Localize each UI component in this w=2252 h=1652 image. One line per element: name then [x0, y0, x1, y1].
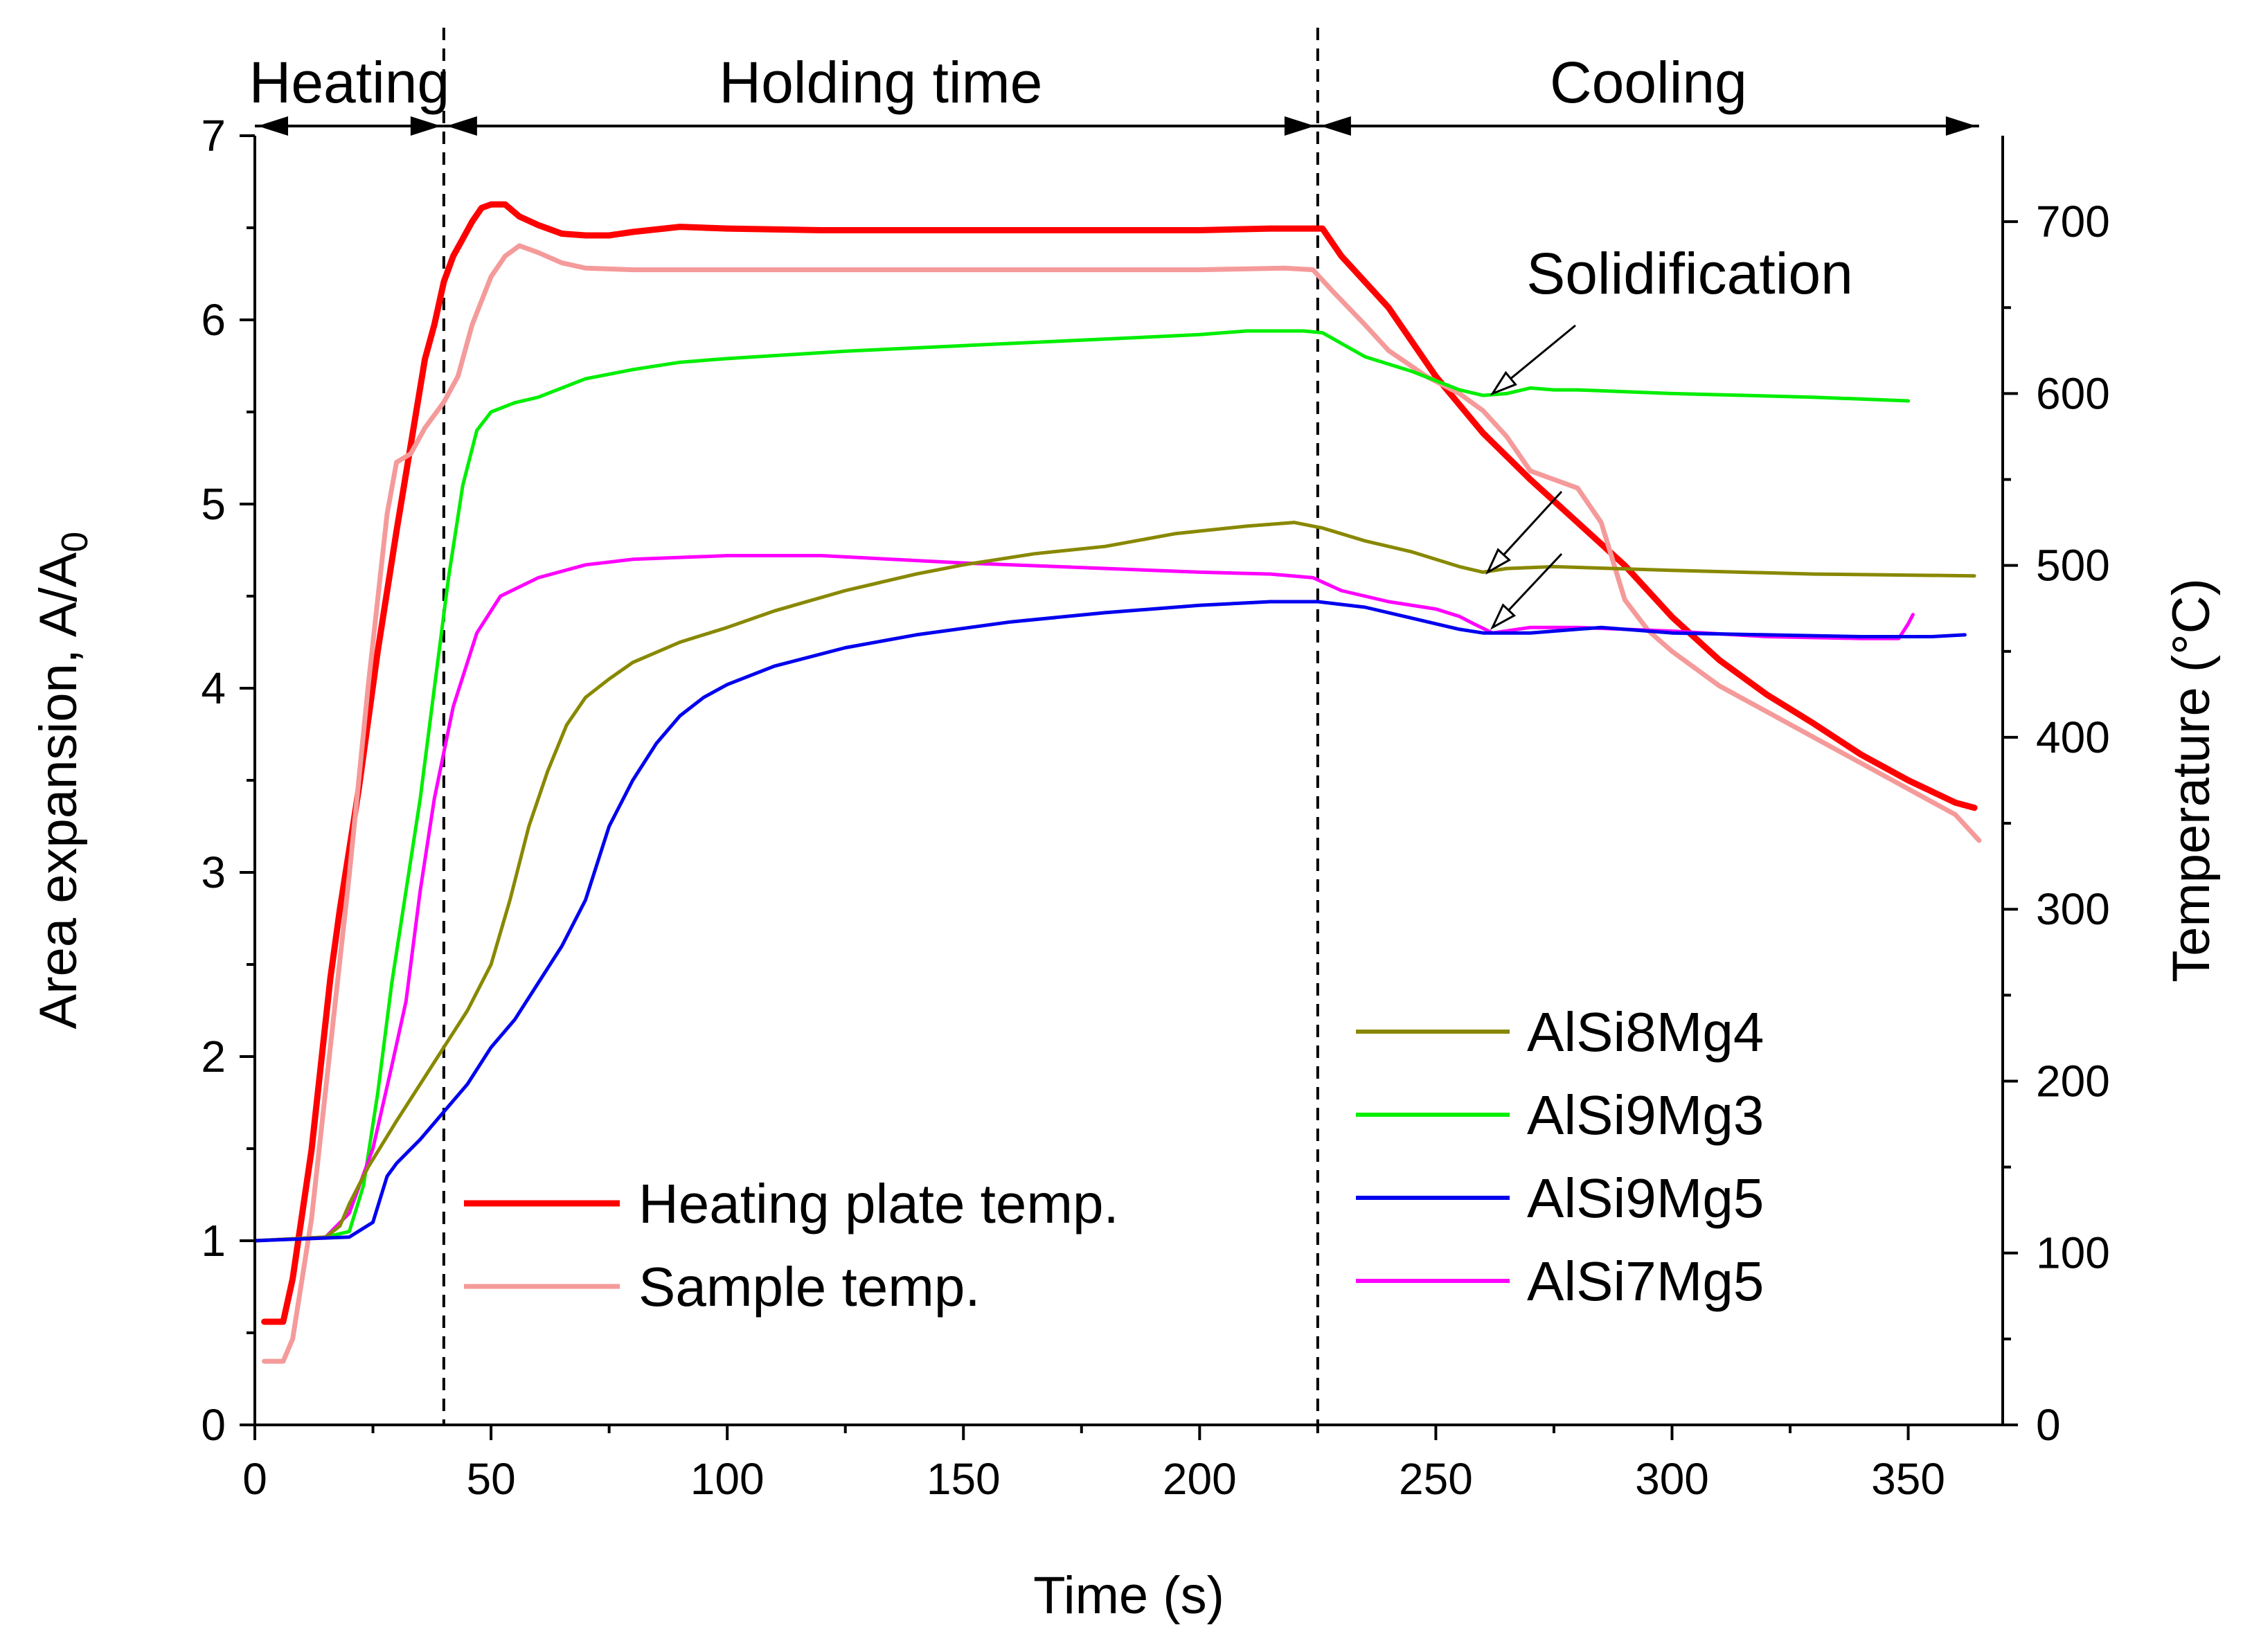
annotation-arrowhead: [1485, 548, 1512, 575]
series-alsi8mg4: [253, 521, 1976, 1243]
phase-header: Heating Holding time Cooling: [249, 50, 1979, 136]
x-tick-label: 200: [1163, 1454, 1237, 1504]
y-left-tick-label: 3: [201, 847, 226, 897]
legend-left: Heating plate temp. Sample temp.: [464, 1173, 1119, 1318]
x-tick-label: 150: [927, 1454, 1001, 1504]
series-sample-temp: [262, 243, 1982, 1364]
y-right-tick-label: 700: [2036, 197, 2110, 246]
y-right-tick-label: 300: [2036, 884, 2110, 934]
y-right-tick-label: 0: [2036, 1400, 2061, 1450]
y-left-tick-label: 7: [201, 111, 226, 161]
phase-label-cooling: Cooling: [1550, 50, 1747, 115]
annotation-arrowhead: [1490, 370, 1517, 396]
x-tick-label: 0: [242, 1454, 267, 1504]
y-left-tick-label: 6: [201, 295, 226, 345]
x-tick-label: 300: [1635, 1454, 1709, 1504]
phase-arrowhead: [1284, 116, 1315, 136]
legend-label-alsi9mg3: AlSi9Mg3: [1527, 1084, 1764, 1146]
annotation-solidification: Solidification: [1526, 241, 1853, 306]
legend-label-alsi8mg4: AlSi8Mg4: [1527, 1001, 1764, 1063]
y-right-tick-label: 400: [2036, 712, 2110, 762]
y-right-tick-label: 600: [2036, 368, 2110, 418]
x-tick-label: 350: [1871, 1454, 1945, 1504]
y-left-tick-label: 2: [201, 1032, 226, 1081]
legend-label-heating-plate: Heating plate temp.: [638, 1173, 1119, 1234]
series-alsi9mg3: [253, 329, 1911, 1243]
y-right-tick-label: 200: [2036, 1056, 2110, 1106]
y-axis-left-title: Area expansion, A/A0: [29, 532, 96, 1030]
series-alsi9mg5: [253, 600, 1967, 1243]
legend-label-alsi7mg5: AlSi7Mg5: [1527, 1250, 1764, 1312]
series-heating-plate-temp: [261, 201, 1978, 1325]
legend-label-sample: Sample temp.: [638, 1256, 981, 1318]
y-right-tick-label: 500: [2036, 541, 2110, 591]
y-axis-right-title: Temperature (°C): [2162, 578, 2221, 982]
x-tick-label: 100: [690, 1454, 765, 1504]
annotation-arrowhead: [1490, 603, 1517, 630]
annotation-arrows: [1485, 324, 1576, 630]
y-axis-left-title-sub: 0: [54, 532, 96, 553]
phase-arrowhead: [446, 116, 477, 136]
y-left-tick-label: 5: [201, 479, 226, 529]
phase-label-holding-time: Holding time: [719, 50, 1042, 115]
x-axis-title: Time (s): [1033, 1566, 1224, 1625]
phase-label-heating: Heating: [249, 50, 450, 115]
y-left-tick-label: 1: [201, 1216, 226, 1266]
phase-arrowhead: [410, 116, 441, 136]
x-tick-label: 50: [466, 1454, 515, 1504]
axes-frame: [253, 136, 2004, 1426]
legend-label-alsi9mg5: AlSi9Mg5: [1527, 1167, 1764, 1229]
phase-arrowhead: [1945, 116, 1976, 136]
series-layer: [253, 201, 1982, 1364]
phase-dividers: [442, 28, 1319, 1425]
tick-layer: 0 50 100 150 200 250 300 350 0 1 2 3 4 5 6 7 0 100 200 300 4…: [201, 111, 2109, 1504]
y-right-tick-label: 100: [2036, 1228, 2110, 1278]
legend-right: AlSi8Mg4 AlSi9Mg3 AlSi9Mg5 AlSi7Mg5: [1356, 1001, 1764, 1312]
y-left-tick-label: 4: [201, 663, 226, 713]
y-axis-left-title-main: Area expansion, A/A: [29, 552, 88, 1029]
phase-arrowhead: [1320, 116, 1351, 136]
y-left-tick-label: 0: [201, 1400, 226, 1450]
x-tick-label: 250: [1399, 1454, 1473, 1504]
phase-arrowhead: [258, 116, 288, 136]
